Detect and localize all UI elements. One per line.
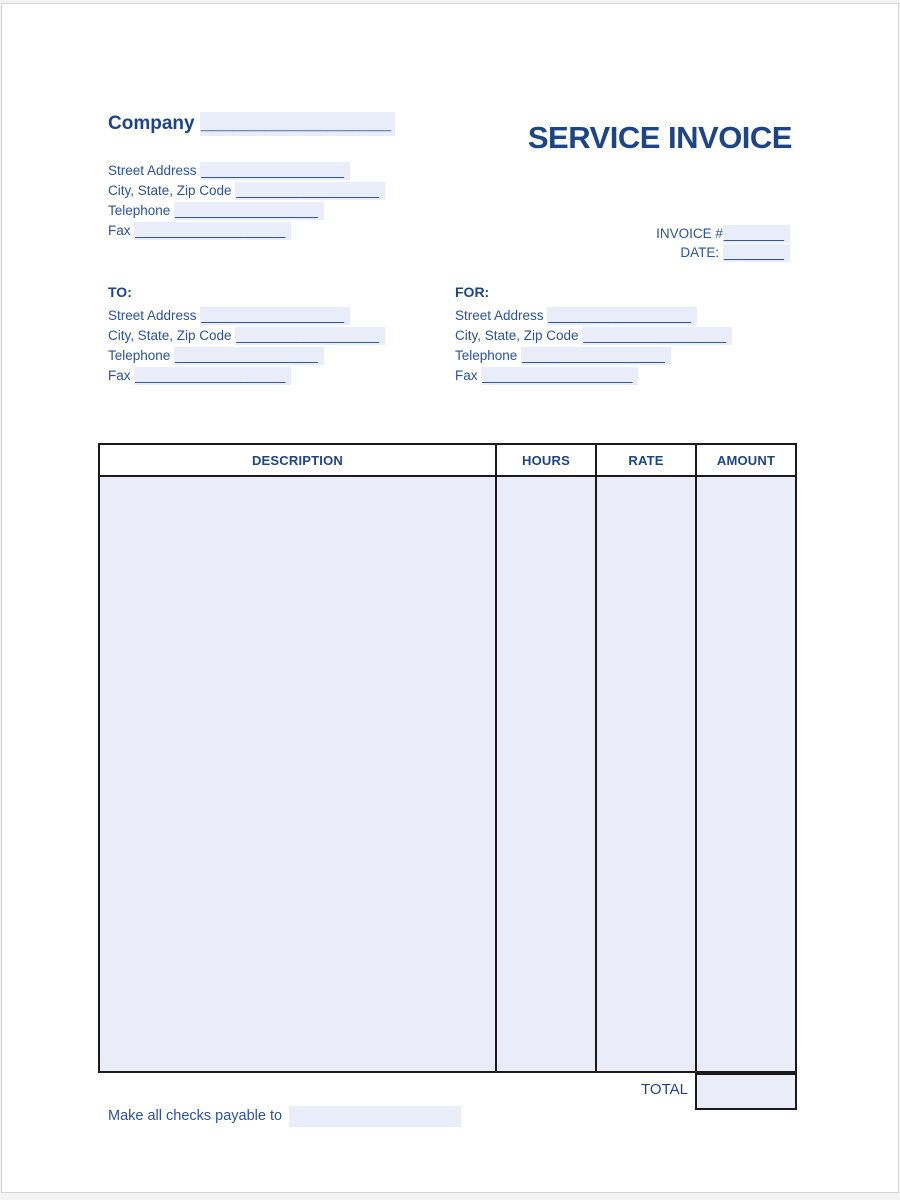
company-telephone-line: Telephone ___________________ [108,201,385,221]
to-fax-line: Fax ____________________ [108,366,385,386]
company-street-address-line: Street Address ___________________ [108,161,385,181]
company-label: Company [108,113,195,134]
company-city-state-zip-line: City, State, Zip Code __________________… [108,181,385,201]
for-fax-line: Fax ____________________ [455,366,732,386]
company-telephone-field[interactable]: ___________________ [174,202,324,220]
line-items-table: DESCRIPTION HOURS RATE AMOUNT [98,443,797,1073]
to-city-state-zip-line: City, State, Zip Code __________________… [108,326,385,346]
telephone-label: Telephone [455,348,518,363]
street-address-label: Street Address [455,308,544,323]
company-name-field[interactable]: __________________ [199,112,396,136]
for-street-address-line: Street Address ___________________ [455,306,732,326]
invoice-number-line: INVOICE #________ [560,224,790,243]
street-address-label: Street Address [108,308,197,323]
city-state-zip-label: City, State, Zip Code [108,328,232,343]
fax-label: Fax [455,368,478,383]
header-amount: AMOUNT [695,445,795,475]
city-state-zip-label: City, State, Zip Code [455,328,579,343]
telephone-label: Telephone [108,348,171,363]
company-fax-line: Fax ____________________ [108,221,385,241]
bill-to-section: TO: Street Address ___________________ C… [108,284,385,386]
service-for-section: FOR: Street Address ___________________ … [455,284,732,386]
company-fax-field[interactable]: ____________________ [134,222,292,240]
for-city-state-zip-field[interactable]: ___________________ [582,327,732,345]
table-header-row: DESCRIPTION HOURS RATE AMOUNT [98,443,797,477]
fax-label: Fax [108,223,131,238]
header-hours: HOURS [495,445,595,475]
street-address-label: Street Address [108,163,197,178]
checks-payable-row: Make all checks payable to [108,1106,462,1127]
city-state-zip-label: City, State, Zip Code [108,183,232,198]
checks-payable-field[interactable] [289,1106,462,1127]
hours-column-cell[interactable] [495,477,595,1071]
to-telephone-line: Telephone ___________________ [108,346,385,366]
invoice-date-line: DATE: ________ [560,243,790,262]
amount-column-cell[interactable] [695,477,795,1071]
page-title: SERVICE INVOICE [527,120,793,155]
company-street-address-field[interactable]: ___________________ [200,162,350,180]
for-telephone-field[interactable]: ___________________ [521,347,671,365]
checks-payable-label: Make all checks payable to [108,1108,283,1124]
for-heading: FOR: [455,284,490,300]
for-street-address-field[interactable]: ___________________ [547,307,697,325]
telephone-label: Telephone [108,203,171,218]
total-amount-cell[interactable] [695,1073,797,1110]
rate-column-cell[interactable] [595,477,695,1071]
to-city-state-zip-field[interactable]: ___________________ [235,327,385,345]
to-fax-field[interactable]: ____________________ [134,367,292,385]
for-telephone-line: Telephone ___________________ [455,346,732,366]
for-city-state-zip-line: City, State, Zip Code __________________… [455,326,732,346]
to-telephone-field[interactable]: ___________________ [174,347,324,365]
to-street-address-line: Street Address ___________________ [108,306,385,326]
header-description: DESCRIPTION [251,453,344,468]
invoice-date-field[interactable]: ________ [722,244,790,262]
company-contact-fields: Street Address ___________________ City,… [108,161,385,241]
table-body [98,477,797,1073]
invoice-date-label: DATE: [680,245,720,260]
description-column-cell[interactable] [100,477,495,1071]
invoice-number-field[interactable]: ________ [722,225,790,243]
header-rate: RATE [595,445,695,475]
for-fax-field[interactable]: ____________________ [481,367,639,385]
company-row: Company __________________ [108,112,396,136]
invoice-number-label: INVOICE # [656,226,723,241]
to-street-address-field[interactable]: ___________________ [200,307,350,325]
company-city-state-zip-field[interactable]: ___________________ [235,182,385,200]
total-label: TOTAL [641,1081,688,1098]
fax-label: Fax [108,368,131,383]
to-heading: TO: [108,284,132,300]
invoice-meta: INVOICE #________ DATE: ________ [560,224,790,262]
